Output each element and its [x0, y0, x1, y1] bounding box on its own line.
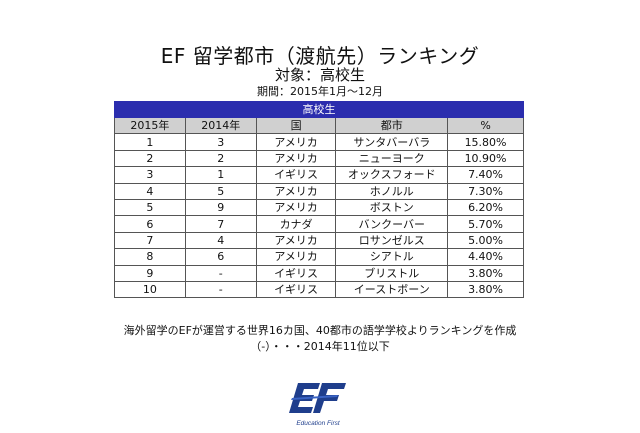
city-cell: オックスフォード — [335, 166, 449, 184]
ranking-table-body: 1 3 アメリカ サンタバーバラ 15.80% 2 2 アメリカ ニューヨーク 10.90% 3 1 イ… — [114, 133, 524, 299]
rank-2014-cell: 1 — [184, 166, 257, 184]
table-row: 7 4 アメリカ ロサンゼルス 5.00% — [114, 231, 524, 250]
percent-cell: 5.70% — [447, 215, 524, 233]
percent-cell: 7.40% — [447, 166, 524, 184]
country-cell: イギリス — [255, 264, 337, 282]
page-title: EF 留学都市（渡航先）ランキング — [160, 44, 480, 68]
city-cell: サンタバーバラ — [335, 133, 449, 151]
rank-2014-cell: 5 — [184, 182, 257, 200]
table-row: 8 6 アメリカ シアトル 4.40% — [114, 248, 524, 266]
rank-2014-cell: - — [184, 280, 257, 299]
rank-2014-cell: 4 — [184, 231, 257, 250]
table-row: 1 3 アメリカ サンタバーバラ 15.80% — [114, 133, 524, 151]
table-row: 5 9 アメリカ ボストン 6.20% — [114, 198, 524, 217]
rank-2014-cell: 6 — [184, 248, 257, 266]
rank-2014-cell: - — [184, 264, 257, 282]
footnote-source: 海外留学のEFが運営する世界16カ国、40都市の語学学校よりランキングを作成 — [123, 324, 517, 337]
rank-2014-cell: 9 — [184, 198, 257, 217]
logo-tagline: Education First — [296, 420, 341, 427]
table-row: 6 7 カナダ バンクーバー 5.70% — [114, 215, 524, 233]
country-cell: アメリカ — [255, 182, 337, 200]
column-header-2014: 2014年 — [184, 116, 257, 135]
table-row: 10- イギリス イーストボーン 3.80% — [114, 280, 524, 299]
rank-2015-cell: 2 — [114, 149, 186, 168]
city-cell: ロサンゼルス — [335, 231, 449, 250]
table-row: 4 5 アメリカ ホノルル 7.30% — [114, 182, 524, 200]
country-cell: イギリス — [255, 280, 337, 299]
ef-logo-mark — [289, 383, 346, 413]
column-header-percent: % — [447, 116, 524, 135]
country-cell: カナダ — [255, 215, 337, 233]
ef-logo: Education First — [289, 383, 346, 427]
percent-cell: 6.20% — [447, 198, 524, 217]
percent-cell: 5.00% — [447, 231, 524, 250]
percent-cell: 3.80% — [447, 280, 524, 299]
city-cell: ニューヨーク — [335, 149, 449, 168]
table-band-header: 高校生 — [114, 101, 524, 118]
city-cell: ボストン — [335, 198, 449, 217]
rank-2015-cell: 9 — [114, 264, 186, 282]
ranking-table: 高校生 2015年 2014年 国 都市 % 1 3 アメリカ サンタバーバラ 15.8… — [114, 101, 524, 299]
rank-2015-cell: 7 — [114, 231, 186, 250]
table-row: 3 1 イギリス オックスフォード 7.40% — [114, 166, 524, 184]
percent-cell: 10.90% — [447, 149, 524, 168]
rank-2015-cell: 10 — [114, 280, 186, 299]
percent-cell: 15.80% — [447, 133, 524, 151]
footnote-legend: （-）・・・2014年11位以下 — [250, 340, 390, 353]
city-cell: ブリストル — [335, 264, 449, 282]
city-cell: シアトル — [335, 248, 449, 266]
table-row: 9- イギリス ブリストル 3.80% — [114, 264, 524, 282]
country-cell: イギリス — [255, 166, 337, 184]
rank-2015-cell: 1 — [114, 133, 186, 151]
column-header-city: 都市 — [335, 116, 449, 135]
rank-2015-cell: 5 — [114, 198, 186, 217]
rank-2014-cell: 7 — [184, 215, 257, 233]
country-cell: アメリカ — [255, 149, 337, 168]
percent-cell: 4.40% — [447, 248, 524, 266]
column-header-country: 国 — [255, 116, 337, 135]
percent-cell: 7.30% — [447, 182, 524, 200]
table-row: 2 2 アメリカ ニューヨーク 10.90% — [114, 149, 524, 168]
page-subtitle: 対象：高校生 — [274, 66, 365, 84]
rank-2014-cell: 3 — [184, 133, 257, 151]
rank-2014-cell: 2 — [184, 149, 257, 168]
city-cell: イーストボーン — [335, 280, 449, 299]
country-cell: アメリカ — [255, 248, 337, 266]
city-cell: ホノルル — [335, 182, 449, 200]
column-header-2015: 2015年 — [114, 116, 186, 135]
rank-2015-cell: 3 — [114, 166, 186, 184]
city-cell: バンクーバー — [335, 215, 449, 233]
rank-2015-cell: 6 — [114, 215, 186, 233]
country-cell: アメリカ — [255, 133, 337, 151]
rank-2015-cell: 4 — [114, 182, 186, 200]
period-label: 期間：2015年1月〜12月 — [257, 85, 383, 98]
rank-2015-cell: 8 — [114, 248, 186, 266]
country-cell: アメリカ — [255, 198, 337, 217]
percent-cell: 3.80% — [447, 264, 524, 282]
country-cell: アメリカ — [255, 231, 337, 250]
